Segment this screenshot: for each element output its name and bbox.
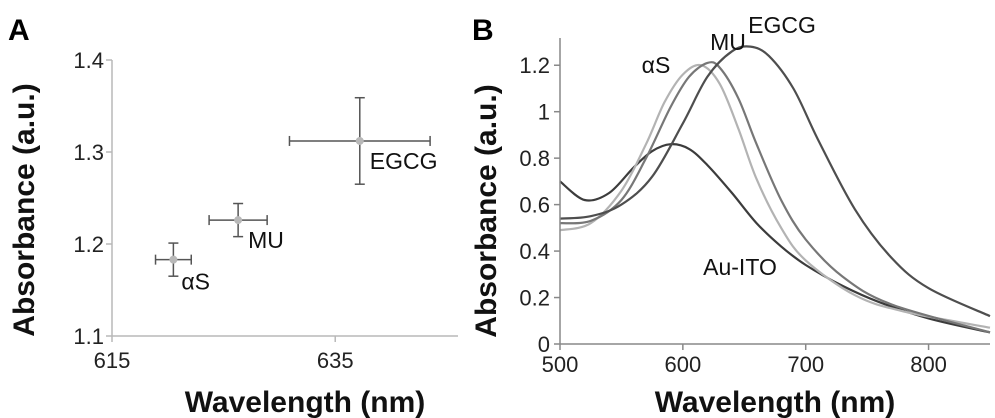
panel-b-line-au-ito [559, 143, 991, 334]
panel-b-x-tick-label: 700 [787, 352, 824, 377]
panel-b-y-tick-label: 0.8 [519, 146, 550, 171]
panel-b-x-tick-label: 600 [664, 352, 701, 377]
panel-a-data-point [234, 216, 243, 225]
panel-letter-b: B [472, 14, 494, 47]
panel-a-point-label: MU [248, 227, 284, 253]
panel-b-x-ticks: 500 600 700 800 [542, 344, 947, 377]
panel-b-y-tick-label: 0.6 [519, 193, 550, 218]
panel-b-series-lines [559, 45, 991, 334]
panel-b-series-label-mu: MU [710, 29, 746, 55]
panel-a-x-tick-label: 615 [94, 348, 131, 373]
panel-a-point-label: EGCG [370, 148, 438, 174]
panel-b-series-label-egcg: EGCG [748, 12, 816, 38]
panel-b-series-label-alpha-s: αS [642, 52, 671, 78]
panel-a-y-ticks: 1.1 1.2 1.3 1.4 [73, 48, 112, 349]
panel-a-y-tick-label: 1.2 [73, 232, 104, 257]
panel-a-x-axis-label: Wavelength (nm) [185, 386, 426, 418]
panel-a-data-point [355, 136, 364, 145]
panel-a-points: αS MU EGCG [154, 96, 438, 295]
panel-b-line-mu [559, 61, 991, 334]
panel-b-series-label-au-ito: Au-ITO [703, 254, 777, 280]
panel-b-y-tick-label: 0.4 [519, 239, 550, 264]
panel-a-y-tick-label: 1.4 [73, 48, 104, 73]
panel-b-x-tick-label: 800 [910, 352, 947, 377]
panel-b-y-tick-label: 0.2 [519, 286, 550, 311]
panel-a: A 1.1 1.2 1.3 1.4 615 635 αS MU EGCG Wavelengt… [8, 14, 458, 418]
panel-a-y-axis-label: Absorbance (a.u.) [8, 83, 41, 336]
panel-b-x-tick-label: 500 [542, 352, 579, 377]
panel-b-x-axis-label: Wavelength (nm) [655, 386, 896, 418]
panel-a-x-ticks: 615 635 [94, 336, 354, 373]
panel-b-y-ticks: 0 0.2 0.4 0.6 0.8 1 1.2 [519, 53, 560, 357]
panel-b-y-tick-label: 1 [538, 100, 550, 125]
panel-b-y-tick-label: 0 [538, 332, 550, 357]
panel-a-point-label: αS [181, 269, 210, 295]
panel-b-line-egcg [559, 45, 991, 318]
panel-a-x-tick-label: 635 [317, 348, 354, 373]
panel-b-y-tick-label: 1.2 [519, 53, 550, 78]
panel-a-y-tick-label: 1.3 [73, 140, 104, 165]
panel-letter-a: A [8, 14, 30, 47]
panel-b: B 0 0.2 0.4 0.6 0.8 1 1.2 500 600 700 800 Au-ITO α… [470, 12, 991, 418]
panel-a-data-point [169, 255, 178, 264]
panel-b-y-axis-label: Absorbance (a.u.) [470, 84, 503, 337]
panel-b-line-alpha-s [559, 63, 991, 329]
panel-a-y-tick-label: 1.1 [73, 324, 104, 349]
